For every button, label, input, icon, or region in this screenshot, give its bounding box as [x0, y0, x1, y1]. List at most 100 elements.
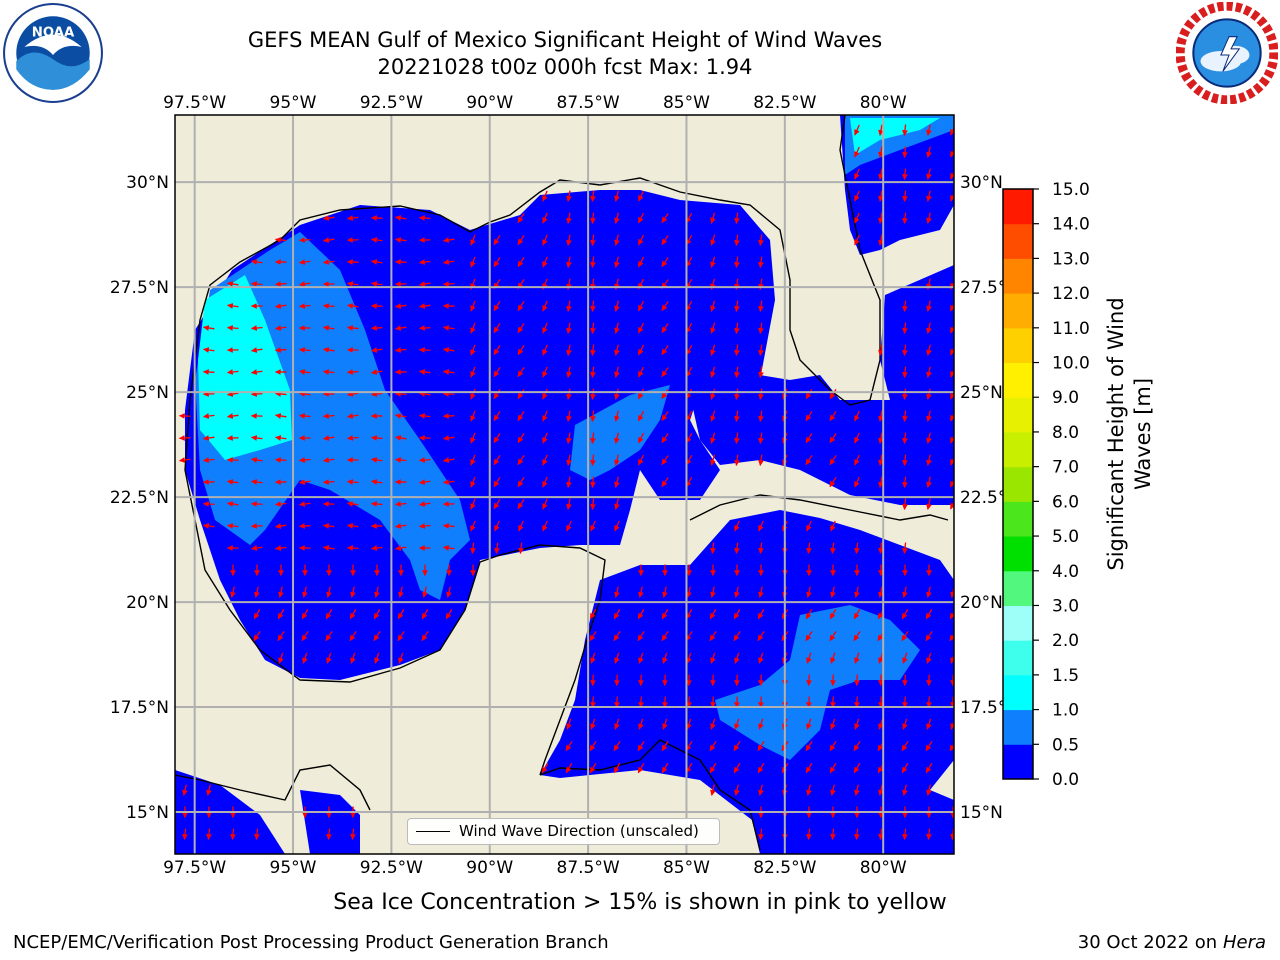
wave-arrow	[470, 344, 476, 356]
wave-arrow	[370, 369, 383, 375]
wave-arrow	[854, 190, 860, 202]
wave-arrow	[373, 608, 381, 620]
wave-arrow	[442, 457, 455, 463]
wave-arrow	[542, 454, 548, 466]
wave-arrow	[614, 520, 620, 532]
wave-arrow	[661, 323, 669, 334]
wave-arrow	[346, 501, 359, 507]
wave-arrow	[830, 718, 836, 730]
wave-arrow	[949, 633, 954, 642]
wave-arrow	[758, 454, 764, 467]
wave-arrow	[733, 762, 741, 774]
wave-arrow	[493, 411, 501, 422]
wave-arrow	[349, 608, 357, 620]
wave-arrow	[589, 631, 597, 642]
wave-arrow	[734, 784, 740, 796]
wave-arrow	[638, 718, 644, 730]
wave-arrow	[470, 520, 476, 532]
wave-arrow	[734, 454, 740, 467]
colorbar-tick-label: 15.0	[1052, 180, 1090, 200]
wave-arrow	[274, 347, 287, 353]
wave-arrow	[442, 347, 455, 353]
wave-arrow	[854, 476, 860, 488]
wave-arrow	[493, 477, 501, 488]
colorbar-segment	[1003, 223, 1033, 259]
wave-arrow	[374, 652, 380, 664]
lon-label-bottom-0: 97.5°W	[163, 858, 226, 878]
wave-arrow	[250, 435, 263, 441]
wave-arrow	[926, 322, 932, 334]
wave-arrow	[230, 828, 236, 841]
wave-arrow	[758, 388, 764, 401]
wave-arrow	[277, 631, 285, 642]
wave-arrow	[614, 388, 620, 400]
wave-arrow	[637, 322, 645, 334]
wave-arrow	[757, 741, 765, 752]
wave-arrow	[542, 322, 548, 334]
lat-label-right-0: 30°N	[960, 173, 1003, 193]
wave-arrow	[734, 432, 740, 445]
wave-arrow	[442, 523, 455, 529]
wave-arrow	[614, 454, 620, 466]
wave-arrow	[757, 631, 765, 642]
wave-arrow	[250, 479, 263, 485]
wave-arrow	[902, 784, 908, 796]
wave-arrow	[710, 234, 716, 246]
wave-arrow	[418, 281, 431, 287]
wave-arrow	[878, 146, 884, 158]
wave-arrow	[614, 366, 620, 378]
wave-arrow	[230, 586, 236, 598]
wave-arrow	[925, 631, 933, 642]
wave-arrow	[370, 325, 383, 331]
wave-arrow	[370, 237, 383, 243]
wave-arrow	[734, 256, 740, 269]
wave-arrow	[902, 344, 908, 357]
wave-arrow	[950, 126, 954, 136]
wave-arrow	[950, 302, 954, 312]
colorbar-segment	[1003, 431, 1033, 468]
wave-arrow	[926, 410, 932, 422]
wave-arrow	[322, 413, 335, 419]
wave-arrow	[566, 432, 572, 444]
wave-arrow	[517, 367, 525, 378]
wave-arrow	[805, 608, 813, 620]
colorbar-tick-label: 5.0	[1052, 527, 1079, 547]
colorbar-segment	[1003, 674, 1033, 711]
wave-arrow	[226, 369, 239, 375]
wave-arrow	[494, 520, 500, 532]
wave-arrow	[806, 542, 812, 555]
wave-arrow	[829, 762, 837, 774]
colorbar-tick-label: 9.0	[1052, 388, 1079, 408]
colorbar-tick-label: 11.0	[1052, 319, 1090, 339]
wave-arrow	[637, 454, 645, 466]
wave-arrow	[370, 391, 383, 397]
wave-arrow	[878, 828, 884, 841]
wave-arrow	[710, 212, 716, 224]
wave-arrow	[470, 322, 476, 334]
wave-arrow	[734, 410, 740, 423]
wave-arrow	[758, 520, 764, 532]
wave-arrow	[805, 631, 813, 642]
wave-arrow	[418, 215, 431, 221]
wave-arrow	[614, 300, 620, 312]
wave-arrow	[878, 212, 884, 224]
wave-arrow	[470, 454, 476, 466]
lon-label-top-2: 92.5°W	[360, 93, 423, 113]
wave-arrow	[734, 388, 740, 401]
wave-arrow	[202, 369, 215, 375]
wave-arrow	[661, 411, 669, 422]
wave-arrow	[253, 631, 261, 642]
wave-arrow	[614, 234, 620, 246]
wave-arrow	[926, 718, 932, 730]
lon-label-top-0: 97.5°W	[163, 93, 226, 113]
wave-arrow	[206, 828, 212, 841]
wave-arrow	[950, 390, 954, 400]
wave-arrow	[566, 300, 572, 312]
wave-arrow	[590, 498, 596, 511]
wave-arrow	[590, 344, 596, 357]
colorbar-tick-label: 8.0	[1052, 423, 1079, 443]
wave-arrow	[614, 410, 620, 422]
wave-arrow	[853, 608, 861, 620]
wave-arrow	[493, 499, 501, 510]
wave-arrow	[370, 435, 383, 441]
